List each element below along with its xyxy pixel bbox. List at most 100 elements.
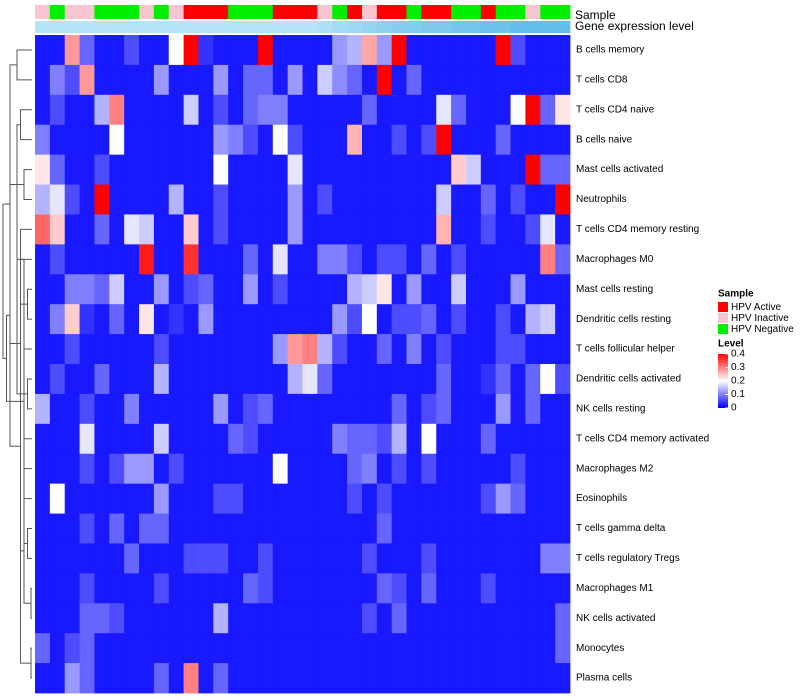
heatmap-cell: [287, 35, 303, 66]
heatmap-cell: [64, 214, 80, 245]
heatmap-cell: [480, 274, 497, 305]
expression-annotation-cell: [332, 21, 348, 33]
legend-item-label: HPV Negative: [731, 324, 794, 335]
heatmap-cell: [495, 304, 511, 335]
heatmap-cell: [480, 603, 497, 634]
heatmap-cell: [124, 633, 140, 664]
heatmap-cell: [451, 633, 467, 664]
expression-annotation-cell: [49, 21, 66, 33]
heatmap-cell: [495, 633, 511, 664]
heatmap-cell: [124, 663, 140, 694]
sample-annotation-cell: [495, 5, 511, 19]
heatmap-cell: [109, 364, 125, 395]
heatmap-cell: [272, 35, 289, 66]
expression-annotation-cell: [317, 21, 333, 33]
heatmap-cell: [302, 573, 318, 604]
heatmap-cell: [436, 304, 452, 335]
heatmap-cell: [153, 453, 170, 485]
heatmap-cell: [79, 513, 95, 544]
heatmap-cell: [406, 513, 422, 544]
heatmap-cell: [153, 334, 170, 365]
heatmap-cell: [228, 633, 244, 664]
heatmap-cell: [94, 483, 110, 514]
expression-annotation-cell: [510, 21, 526, 33]
heatmap-cell: [332, 35, 348, 66]
heatmap-cell: [540, 573, 556, 604]
heatmap-cell: [35, 274, 51, 305]
heatmap-cell: [243, 603, 259, 634]
heatmap-cell: [243, 35, 259, 66]
heatmap-cell: [495, 214, 511, 245]
heatmap-cell: [183, 274, 199, 305]
sample-annotation-cell: [183, 5, 199, 19]
heatmap-cell: [376, 364, 393, 395]
heatmap-cell: [465, 364, 482, 395]
heatmap-cell: [287, 483, 303, 514]
heatmap-cell: [480, 543, 497, 574]
heatmap-cell: [480, 304, 497, 335]
heatmap-cell: [421, 633, 437, 664]
heatmap-cell: [49, 543, 66, 574]
heatmap-cell: [540, 35, 556, 66]
heatmap-cell: [94, 453, 110, 485]
heatmap-cell: [49, 124, 66, 156]
heatmap-cell: [451, 513, 467, 544]
heatmap-cell: [406, 483, 422, 514]
heatmap-cell: [421, 573, 437, 604]
heatmap-cell: [317, 423, 333, 455]
expression-annotation-cell: [480, 21, 497, 33]
heatmap-cell: [302, 274, 318, 305]
heatmap-cell: [347, 483, 363, 514]
heatmap-cell: [35, 364, 51, 395]
sample-annotation-cell: [361, 5, 378, 19]
heatmap-cell: [139, 633, 155, 664]
heatmap-cell: [406, 214, 422, 245]
heatmap-cell: [421, 124, 437, 156]
heatmap-cell: [272, 274, 289, 305]
heatmap-cell: [495, 543, 511, 574]
heatmap-cell: [49, 214, 66, 245]
heatmap-cell: [495, 603, 511, 634]
heatmap-cell: [124, 453, 140, 485]
heatmap-cell: [243, 483, 259, 514]
heatmap-cell: [510, 124, 526, 156]
heatmap-cell: [168, 244, 185, 275]
heatmap-cell: [510, 184, 526, 215]
heatmap-cell: [153, 94, 170, 126]
heatmap-cell: [332, 304, 348, 335]
heatmap-cell: [421, 543, 437, 574]
dendrogram-branch: [30, 647, 32, 679]
heatmap-cell: [480, 154, 497, 185]
heatmap-cell: [183, 453, 199, 485]
heatmap-cell: [376, 214, 393, 245]
heatmap-cell: [49, 334, 66, 365]
heatmap-cell: [79, 663, 95, 694]
heatmap-cell: [555, 573, 571, 604]
heatmap-cell: [421, 334, 437, 365]
heatmap-cell: [391, 573, 407, 604]
heatmap-cell: [436, 603, 452, 634]
heatmap-cell: [109, 274, 125, 305]
heatmap-cell: [540, 154, 556, 185]
sample-annotation-cell: [451, 5, 467, 19]
heatmap-cell: [302, 154, 318, 185]
sample-annotation-cell: [421, 5, 437, 19]
heatmap-cell: [198, 184, 214, 215]
heatmap-cell: [79, 393, 95, 425]
heatmap-cell: [376, 393, 393, 425]
heatmap-cell: [376, 483, 393, 514]
heatmap-cell: [228, 603, 244, 634]
heatmap-cell: [183, 603, 199, 634]
heatmap-cell: [510, 64, 526, 96]
heatmap-cell: [302, 184, 318, 215]
heatmap-cell: [198, 603, 214, 634]
heatmap-cell: [391, 603, 407, 634]
heatmap-cell: [376, 573, 393, 604]
heatmap-cell: [228, 35, 244, 66]
heatmap-cell: [228, 94, 244, 126]
heatmap-cell: [540, 94, 556, 126]
heatmap-cell: [465, 184, 482, 215]
heatmap-cell: [525, 423, 541, 455]
heatmap-cell: [436, 633, 452, 664]
